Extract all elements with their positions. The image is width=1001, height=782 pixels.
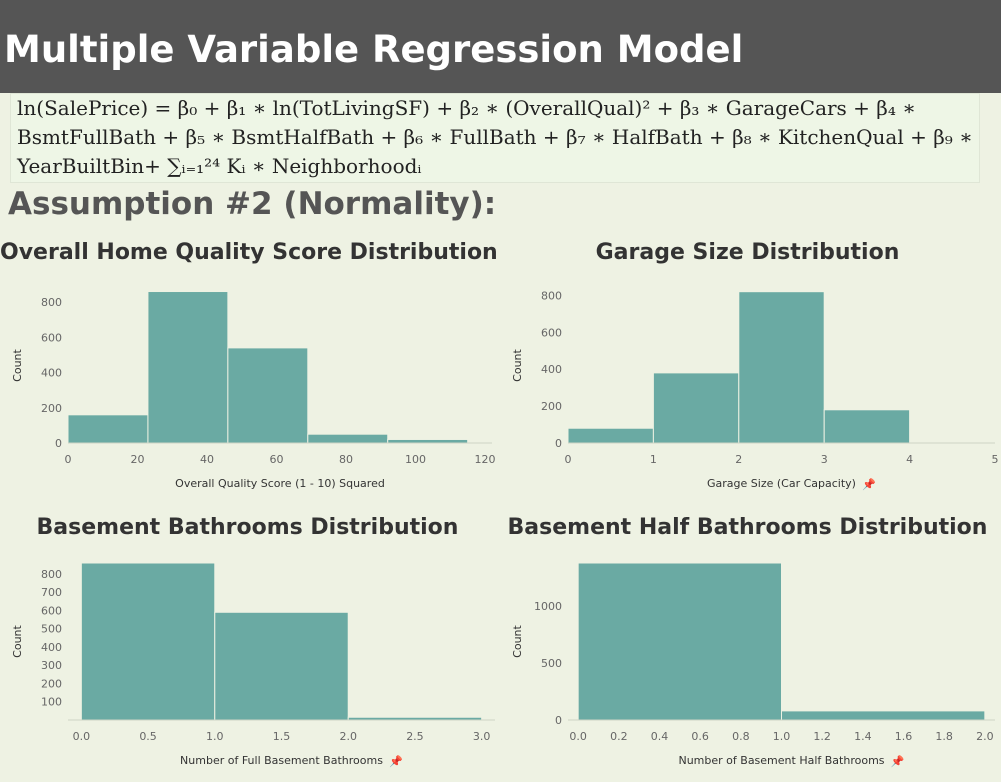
x-axis-label: Garage Size (Car Capacity) bbox=[707, 477, 856, 490]
page-title: Multiple Variable Regression Model bbox=[4, 28, 744, 71]
histogram-bar bbox=[567, 427, 654, 444]
x-tick-label: 1.0 bbox=[206, 730, 224, 743]
histogram-bar bbox=[387, 438, 469, 444]
y-tick-label: 400 bbox=[41, 367, 62, 380]
x-tick-label: 0.0 bbox=[73, 730, 91, 743]
pin-icon[interactable]: 📌 bbox=[891, 754, 905, 768]
y-tick-label: 500 bbox=[541, 657, 562, 670]
y-tick-label: 200 bbox=[541, 400, 562, 413]
x-tick-label: 0.0 bbox=[569, 730, 587, 743]
formula-line-3: YearBuiltBin+ ∑ᵢ₌₁²⁴ Kᵢ ∗ Neighborhoodᵢ bbox=[17, 154, 422, 178]
x-tick-label: 2.0 bbox=[976, 730, 994, 743]
y-axis-label: Count bbox=[11, 624, 24, 657]
x-tick-label: 5 bbox=[992, 453, 999, 466]
y-tick-label: 700 bbox=[41, 586, 62, 599]
x-tick-label: 1 bbox=[650, 453, 657, 466]
y-tick-label: 0 bbox=[55, 437, 62, 450]
x-axis-label: Number of Basement Half Bathrooms bbox=[678, 754, 884, 767]
x-tick-label: 1.8 bbox=[935, 730, 953, 743]
x-tick-label: 100 bbox=[405, 453, 426, 466]
histogram-bar bbox=[307, 433, 389, 444]
formula-line-1: ln(SalePrice) = β₀ + β₁ ∗ ln(TotLivingSF… bbox=[17, 96, 916, 120]
chart-title-basement-half: Basement Half Bathrooms Distribution bbox=[507, 515, 988, 540]
y-tick-label: 400 bbox=[541, 363, 562, 376]
x-tick-label: 0.5 bbox=[139, 730, 157, 743]
y-tick-label: 600 bbox=[41, 604, 62, 617]
x-tick-label: 60 bbox=[270, 453, 284, 466]
histogram-bar bbox=[823, 409, 911, 444]
y-tick-label: 600 bbox=[541, 326, 562, 339]
x-tick-label: 40 bbox=[200, 453, 214, 466]
y-tick-label: 800 bbox=[41, 568, 62, 581]
y-tick-label: 600 bbox=[41, 331, 62, 344]
formula-line-2: BsmtFullBath + β₅ ∗ BsmtHalfBath + β₆ ∗ … bbox=[17, 125, 973, 149]
y-tick-label: 400 bbox=[41, 641, 62, 654]
x-tick-label: 0.6 bbox=[691, 730, 709, 743]
section-subtitle: Assumption #2 (Normality): bbox=[8, 186, 497, 222]
pin-icon[interactable]: 📌 bbox=[389, 754, 403, 768]
x-axis-label: Overall Quality Score (1 - 10) Squared bbox=[175, 477, 385, 490]
histogram-bar bbox=[214, 611, 349, 721]
y-tick-label: 200 bbox=[41, 402, 62, 415]
y-axis-label: Count bbox=[511, 624, 524, 657]
x-tick-label: 1.6 bbox=[895, 730, 913, 743]
x-tick-label: 3 bbox=[821, 453, 828, 466]
x-tick-label: 80 bbox=[339, 453, 353, 466]
histogram-bar bbox=[147, 291, 229, 444]
y-tick-label: 0 bbox=[555, 437, 562, 450]
x-tick-label: 2.0 bbox=[339, 730, 357, 743]
x-tick-label: 1.5 bbox=[273, 730, 291, 743]
histogram-bar bbox=[227, 347, 309, 444]
x-tick-label: 1.4 bbox=[854, 730, 872, 743]
x-tick-label: 0 bbox=[65, 453, 72, 466]
x-tick-label: 20 bbox=[131, 453, 145, 466]
histogram-bar bbox=[67, 414, 149, 444]
y-tick-label: 200 bbox=[41, 677, 62, 690]
x-tick-label: 0.4 bbox=[651, 730, 669, 743]
x-tick-label: 2 bbox=[735, 453, 742, 466]
x-tick-label: 2.5 bbox=[406, 730, 424, 743]
histogram-bar bbox=[652, 372, 740, 444]
x-tick-label: 1.0 bbox=[773, 730, 791, 743]
x-tick-label: 3.0 bbox=[473, 730, 491, 743]
y-axis-label: Count bbox=[511, 348, 524, 381]
basement-half-histogram: 0 500 1000 0.0 0.2 0.4 0.6 0.8 1.0 1.2 1.4 1.6 1.8 2.… bbox=[511, 562, 995, 768]
basement-full-histogram: 100 200 300 400 500 600 700 800 0.0 0.5 1.0 1.5 2.0 2… bbox=[11, 562, 495, 768]
header-bar: Multiple Variable Regression Model bbox=[0, 0, 1001, 93]
histogram-bar bbox=[577, 562, 782, 721]
y-tick-label: 800 bbox=[41, 296, 62, 309]
y-axis-label: Count bbox=[11, 348, 24, 381]
x-tick-label: 1.2 bbox=[813, 730, 831, 743]
garage-histogram: 0 200 400 600 800 0 1 2 3 4 5 Count Garage Size (Car… bbox=[511, 289, 999, 491]
x-tick-label: 4 bbox=[906, 453, 913, 466]
regression-formula: ln(SalePrice) = β₀ + β₁ ∗ ln(TotLivingSF… bbox=[10, 93, 980, 183]
chart-title-garage: Garage Size Distribution bbox=[595, 240, 900, 265]
quality-histogram: 0 200 400 600 800 0 20 40 60 80 100 120 Count Overall… bbox=[11, 291, 496, 490]
histogram-bar bbox=[781, 710, 986, 721]
chart-title-quality: Overall Home Quality Score Distribution bbox=[0, 240, 498, 265]
histogram-bar bbox=[80, 562, 216, 721]
x-tick-label: 0 bbox=[565, 453, 572, 466]
chart-title-basement-full: Basement Bathrooms Distribution bbox=[36, 515, 459, 540]
x-tick-label: 0.2 bbox=[610, 730, 628, 743]
y-tick-label: 800 bbox=[541, 289, 562, 302]
y-tick-label: 500 bbox=[41, 623, 62, 636]
x-axis-label: Number of Full Basement Bathrooms bbox=[180, 754, 383, 767]
pin-icon[interactable]: 📌 bbox=[862, 477, 876, 491]
y-tick-label: 0 bbox=[555, 714, 562, 727]
y-tick-label: 300 bbox=[41, 659, 62, 672]
y-tick-label: 1000 bbox=[534, 600, 562, 613]
histogram-bar bbox=[738, 291, 825, 444]
x-tick-label: 120 bbox=[475, 453, 496, 466]
x-tick-label: 0.8 bbox=[732, 730, 750, 743]
y-tick-label: 100 bbox=[41, 696, 62, 709]
